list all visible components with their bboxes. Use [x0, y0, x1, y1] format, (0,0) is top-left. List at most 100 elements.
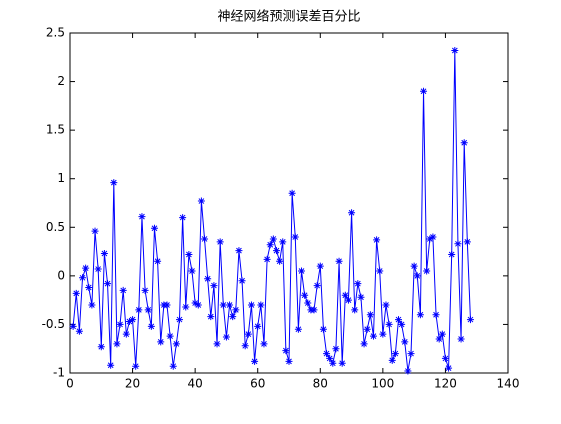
data-marker: [257, 301, 265, 309]
data-marker: [338, 359, 346, 367]
data-marker: [75, 327, 83, 335]
y-tick-label: 0.5: [46, 220, 65, 234]
data-marker: [366, 311, 374, 319]
data-marker: [132, 362, 140, 370]
data-marker: [163, 301, 171, 309]
y-tick-label: -1: [53, 366, 65, 380]
data-marker: [441, 354, 449, 362]
data-marker: [348, 209, 356, 217]
y-tick-label: -0.5: [42, 317, 65, 331]
data-marker: [97, 343, 105, 351]
data-marker: [301, 291, 309, 299]
data-marker: [388, 356, 396, 364]
data-marker: [107, 361, 115, 369]
data-marker: [323, 350, 331, 358]
data-marker: [72, 289, 80, 297]
data-marker: [157, 338, 165, 346]
data-marker: [435, 335, 443, 343]
data-marker: [138, 213, 146, 221]
data-marker: [201, 235, 209, 243]
data-marker: [166, 332, 174, 340]
data-marker: [294, 325, 302, 333]
data-marker: [154, 257, 162, 265]
data-marker: [369, 332, 377, 340]
data-marker: [69, 322, 77, 330]
data-marker: [238, 277, 246, 285]
data-marker: [454, 240, 462, 248]
data-marker: [326, 354, 334, 362]
data-marker: [451, 46, 459, 54]
data-marker: [85, 284, 93, 292]
data-marker: [119, 286, 127, 294]
data-marker: [219, 301, 227, 309]
data-marker: [344, 296, 352, 304]
data-marker: [251, 357, 259, 365]
data-marker: [329, 359, 337, 367]
data-marker: [332, 345, 340, 353]
y-tick-label: 2: [57, 74, 65, 88]
data-marker: [413, 272, 421, 280]
data-marker: [376, 267, 384, 275]
data-marker: [263, 255, 271, 263]
data-marker: [382, 301, 390, 309]
data-marker: [463, 238, 471, 246]
data-marker: [426, 235, 434, 243]
data-marker: [304, 299, 312, 307]
x-tick-label: 140: [497, 377, 520, 391]
data-marker: [298, 267, 306, 275]
data-marker: [416, 311, 424, 319]
data-marker: [104, 280, 112, 288]
data-marker: [313, 282, 321, 290]
data-marker: [291, 233, 299, 241]
data-marker: [351, 306, 359, 314]
data-marker: [391, 350, 399, 358]
data-marker: [204, 275, 212, 283]
data-marker: [91, 227, 99, 235]
x-tick-label: 0: [66, 377, 74, 391]
data-marker: [135, 306, 143, 314]
data-marker: [360, 340, 368, 348]
data-marker: [423, 267, 431, 275]
x-tick-label: 60: [250, 377, 265, 391]
data-marker: [100, 250, 108, 258]
chart-title: 神经网络预测误差百分比: [217, 9, 360, 25]
data-marker: [363, 325, 371, 333]
x-tick-label: 100: [371, 377, 394, 391]
data-marker: [341, 291, 349, 299]
data-marker: [354, 280, 362, 288]
data-marker: [150, 224, 158, 232]
data-marker: [226, 301, 234, 309]
data-marker: [169, 362, 177, 370]
y-tick-label: 1: [57, 171, 65, 185]
data-marker: [197, 197, 205, 205]
data-marker: [82, 264, 90, 272]
data-marker: [407, 350, 415, 358]
data-marker: [147, 322, 155, 330]
data-marker: [276, 257, 284, 265]
data-marker: [254, 322, 262, 330]
data-marker: [288, 189, 296, 197]
data-marker: [88, 301, 96, 309]
data-marker: [235, 247, 243, 255]
data-line: [72, 50, 471, 372]
data-marker: [466, 316, 474, 324]
data-marker: [448, 250, 456, 258]
data-marker: [429, 233, 437, 241]
data-marker: [279, 238, 287, 246]
data-marker: [79, 274, 87, 282]
data-marker: [222, 333, 230, 341]
data-marker: [179, 214, 187, 222]
data-marker: [125, 318, 133, 326]
data-marker: [395, 316, 402, 324]
y-tick-label: 2.5: [46, 26, 65, 40]
data-marker: [122, 330, 130, 338]
data-marker: [116, 320, 124, 328]
data-marker: [404, 367, 412, 375]
x-tick-label: 40: [188, 377, 203, 391]
data-marker: [379, 330, 387, 338]
data-marker: [319, 325, 327, 333]
y-tick-label: 1.5: [46, 123, 65, 137]
data-marker: [232, 306, 240, 314]
data-marker: [244, 330, 252, 338]
